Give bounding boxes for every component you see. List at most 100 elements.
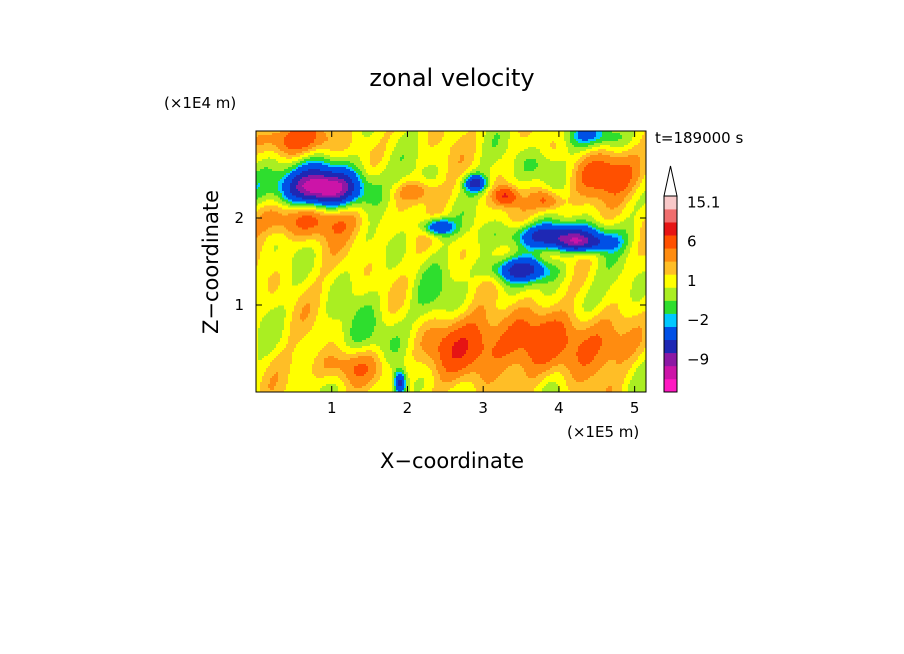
field-cell [418,139,429,142]
field-cell [256,357,259,361]
field-cell [280,197,285,200]
field-cell [394,131,407,134]
field-cell [634,361,643,365]
field-cell [316,205,327,208]
field-cell [350,169,355,172]
field-cell [582,181,631,184]
field-cell [372,133,385,136]
field-cell [476,207,493,210]
field-cell [430,223,433,226]
field-cell [626,187,633,190]
field-cell [482,175,487,178]
field-cell [352,167,359,170]
field-cell [316,355,329,359]
field-cell [406,249,417,252]
field-cell [256,289,269,293]
field-cell [396,385,405,389]
field-cell [256,285,269,288]
field-cell [490,173,515,176]
field-cell [450,269,471,272]
field-cell [328,299,381,303]
field-cell [522,227,529,230]
field-cell [256,193,267,196]
field-cell [478,235,513,238]
field-cell [394,323,413,327]
field-cell [464,155,475,158]
field-cell [498,375,529,379]
field-cell [482,377,497,381]
field-cell [630,379,647,383]
field-cell [308,149,317,152]
field-cell [454,221,463,224]
field-cell [328,341,335,345]
field-cell [482,349,493,353]
field-cell [352,337,367,341]
field-cell [372,377,381,381]
field-cell [256,149,281,152]
field-cell [440,265,449,268]
field-cell [258,203,283,206]
field-cell [424,321,457,325]
field-cell [578,357,595,361]
field-cell [630,213,637,216]
field-cell [428,225,431,228]
field-cell [596,131,603,134]
field-cell [540,151,569,154]
field-cell [320,271,331,274]
field-cell [410,307,459,311]
field-cell [356,237,367,240]
field-cell [536,223,543,226]
field-cell [376,317,383,321]
field-cell [366,363,377,367]
field-cell [364,189,383,192]
field-cell [560,271,567,274]
field-cell [608,359,617,363]
field-cell [460,183,463,186]
field-cell [590,203,607,206]
field-cell [348,253,387,256]
field-cell [456,377,483,381]
field-cell [604,307,619,311]
field-cell [322,193,337,196]
field-cell [292,259,315,262]
field-cell [366,201,381,204]
field-cell [640,229,647,232]
field-cell [640,171,647,174]
field-cell [470,171,477,174]
field-cell [344,331,351,335]
field-cell [354,365,369,369]
field-cell [406,247,417,250]
field-cell [302,165,329,168]
field-cell [538,191,543,194]
field-cell [612,283,633,286]
field-cell [422,347,439,351]
field-cell [492,253,505,256]
field-cell [256,223,297,226]
field-cell [536,257,543,260]
field-cell [318,351,347,355]
field-cell [328,241,347,244]
field-cell [460,213,465,216]
field-cell [588,237,599,240]
field-cell [270,361,293,365]
field-cell [274,307,285,311]
field-cell [406,245,417,248]
field-cell [520,151,541,154]
field-cell [638,345,647,349]
field-cell [260,183,279,186]
field-cell [620,309,647,313]
field-cell [404,383,407,387]
field-cell [640,163,647,166]
field-cell [464,181,467,184]
field-cell [600,239,619,242]
field-cell [518,307,531,311]
field-cell [322,263,339,266]
field-cell [476,143,483,146]
field-cell [634,207,641,210]
field-cell [464,183,467,186]
field-cell [480,171,491,174]
field-cell [528,195,553,198]
field-cell [532,233,569,236]
field-cell [260,325,285,329]
field-cell [284,389,321,393]
